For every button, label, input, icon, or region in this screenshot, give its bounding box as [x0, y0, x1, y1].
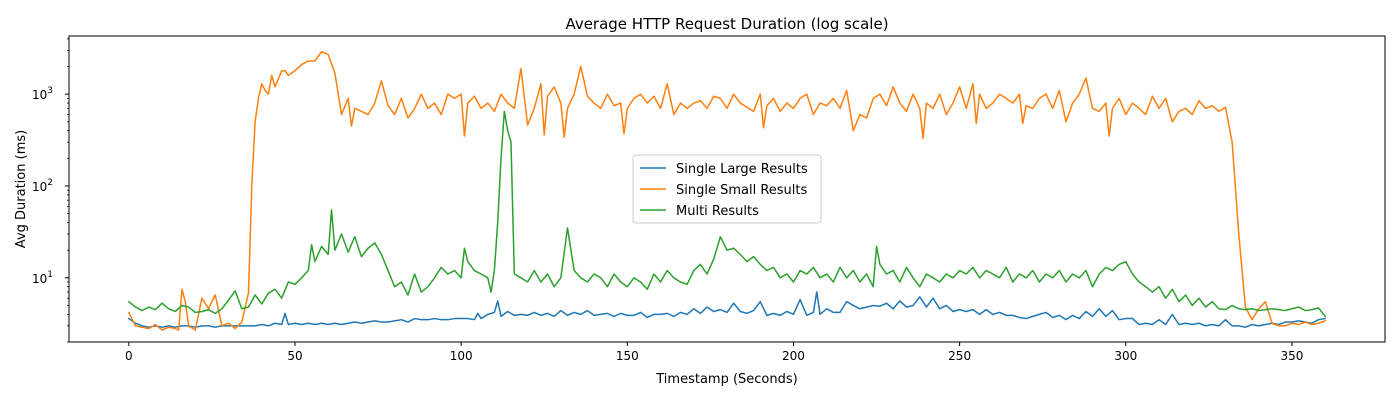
- legend-label: Single Large Results: [676, 162, 808, 177]
- plot-area: [127, 50, 1327, 331]
- y-axis-label: Avg Duration (ms): [14, 130, 29, 248]
- x-tick-label: 150: [616, 349, 639, 363]
- series-line-2: [127, 50, 1327, 331]
- y-axis: 101 102 103: [32, 38, 69, 343]
- legend: Single Large Results Single Small Results…: [632, 154, 822, 224]
- x-tick-label: 200: [782, 349, 805, 363]
- x-tick-label: 0: [125, 349, 133, 363]
- chart-title: Average HTTP Request Duration (log scale…: [565, 15, 888, 33]
- y-tick-label: 102: [32, 178, 53, 194]
- x-axis-label: Timestamp (Seconds): [655, 372, 797, 387]
- plot-frame: [68, 35, 1386, 343]
- x-tick-label: 350: [1280, 349, 1303, 363]
- legend-label: Single Small Results: [676, 183, 808, 198]
- legend-label: Multi Results: [676, 204, 759, 219]
- y-tick-label: 101: [32, 270, 53, 286]
- series-line-1: [127, 291, 1327, 328]
- x-tick-label: 300: [1114, 349, 1137, 363]
- legend-box: [632, 154, 822, 224]
- x-tick-label: 250: [948, 349, 971, 363]
- y-tick-label: 103: [32, 86, 53, 102]
- x-tick-label: 50: [287, 349, 302, 363]
- series-line-3: [127, 110, 1327, 318]
- x-axis: 0 50 100 150 200 250 300 350: [125, 342, 1303, 363]
- x-tick-label: 100: [450, 349, 473, 363]
